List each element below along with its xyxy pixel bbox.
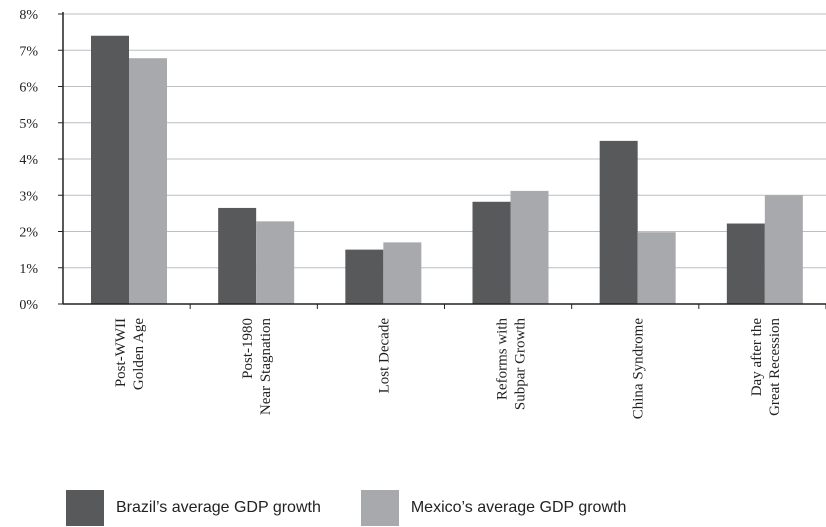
y-tick-label: 8% [19, 8, 38, 23]
bar-brazil [218, 207, 257, 304]
legend: Brazil’s average GDP growth Mexico’s ave… [66, 490, 666, 526]
x-category-label-line: Great Recession [767, 318, 783, 416]
legend-item-mexico: Mexico’s average GDP growth [360, 490, 627, 526]
x-category-label-line: Golden Age [131, 318, 147, 390]
y-tick-label: 1% [19, 262, 38, 277]
y-tick-label: 3% [19, 189, 38, 204]
x-category-label-line: Lost Decade [376, 318, 392, 394]
bar-brazil [472, 201, 511, 304]
y-tick-label: 4% [19, 153, 38, 168]
y-tick-labels: 0% 1% 2% 3% 4% 5% 6% 7% 8% [19, 8, 38, 313]
y-tick-label: 2% [19, 226, 38, 241]
x-category-label-line: Reforms with [495, 318, 511, 401]
x-category-label-line: Post-WWII [113, 318, 129, 387]
x-category-label-line: Subpar Growth [513, 318, 529, 411]
x-category-label-line: China Syndrome [631, 318, 647, 420]
legend-swatch-brazil [66, 490, 104, 526]
y-tick-label: 5% [19, 117, 38, 132]
bar-mexico [510, 190, 549, 304]
bar-brazil [345, 249, 384, 304]
bar-mexico [637, 232, 676, 304]
legend-label-mexico: Mexico’s average GDP growth [410, 499, 627, 516]
bar-mexico [764, 195, 803, 304]
gridlines [63, 13, 826, 269]
bar-brazil [726, 223, 765, 304]
axes [58, 12, 826, 309]
bar-mexico [256, 221, 295, 304]
bar-mexico [383, 242, 422, 304]
bars [91, 35, 803, 304]
y-tick-label: 7% [19, 44, 38, 59]
bar-brazil [91, 35, 129, 304]
y-tick-label: 0% [19, 298, 38, 313]
x-category-label-line: Near Stagnation [258, 318, 274, 416]
y-tick-label: 6% [19, 81, 38, 96]
x-category-labels: Post-WWII Golden Age Post-1980 Near Stagnat… [113, 318, 783, 420]
legend-item-brazil: Brazil’s average GDP growth [66, 490, 321, 526]
bar-mexico [129, 58, 167, 304]
x-category-label-line: Day after the [749, 318, 765, 397]
legend-label-brazil: Brazil’s average GDP growth [116, 499, 321, 516]
bar-chart: 0%1%2%3%4%5%6%7%8% Post-WWII Golden Age Po… [19, 8, 826, 420]
bar-brazil [599, 140, 638, 304]
x-category-label-line: Post-1980 [240, 318, 256, 379]
legend-swatch-mexico [360, 490, 399, 526]
